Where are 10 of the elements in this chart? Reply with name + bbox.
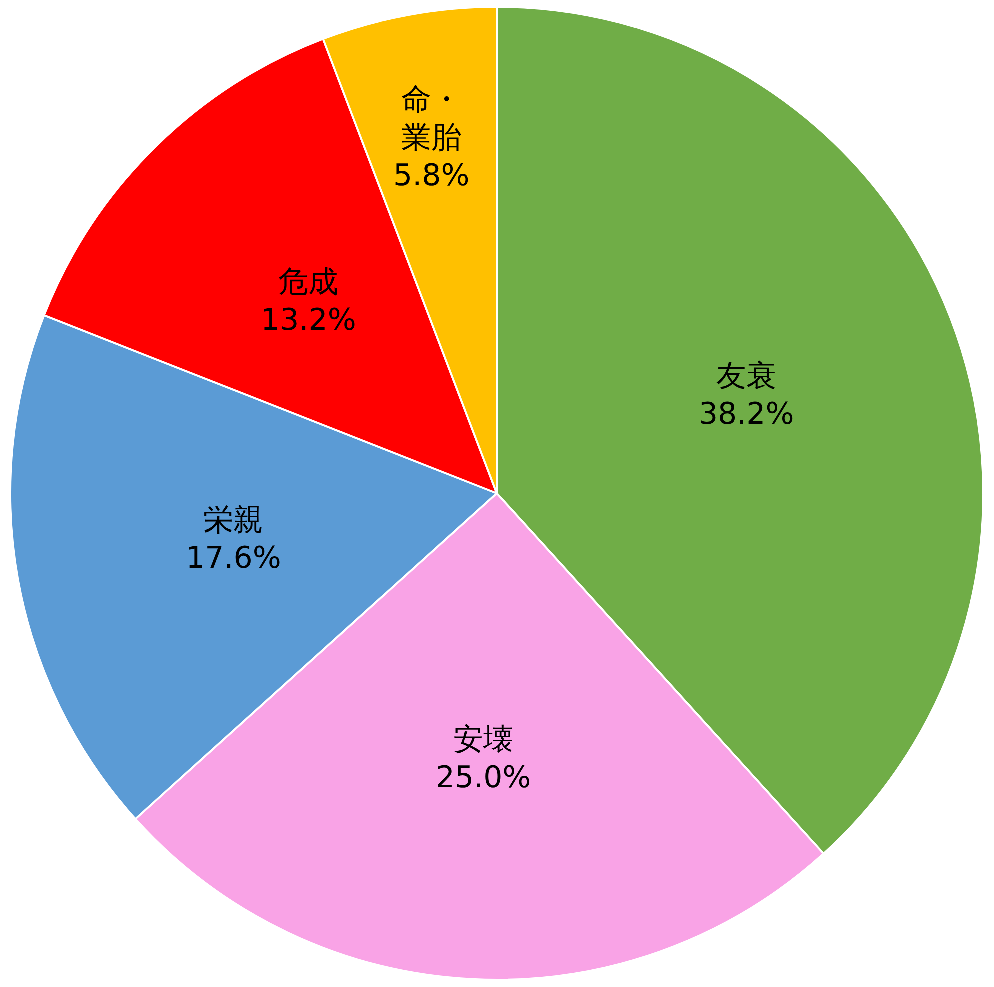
slice-label: 友衰 xyxy=(716,358,777,394)
data-label: 17.6% xyxy=(186,541,282,576)
data-label: 38.2% xyxy=(698,396,794,432)
data-label: 13.2% xyxy=(261,303,356,338)
slice-label: 危成 xyxy=(278,265,339,300)
data-label: 25.0% xyxy=(436,760,532,796)
slice-label: 安壊 xyxy=(454,722,514,758)
data-label: 5.8% xyxy=(394,158,470,194)
slice-label: 命・業胎 xyxy=(402,82,462,156)
slice-label: 栄親 xyxy=(204,503,264,538)
